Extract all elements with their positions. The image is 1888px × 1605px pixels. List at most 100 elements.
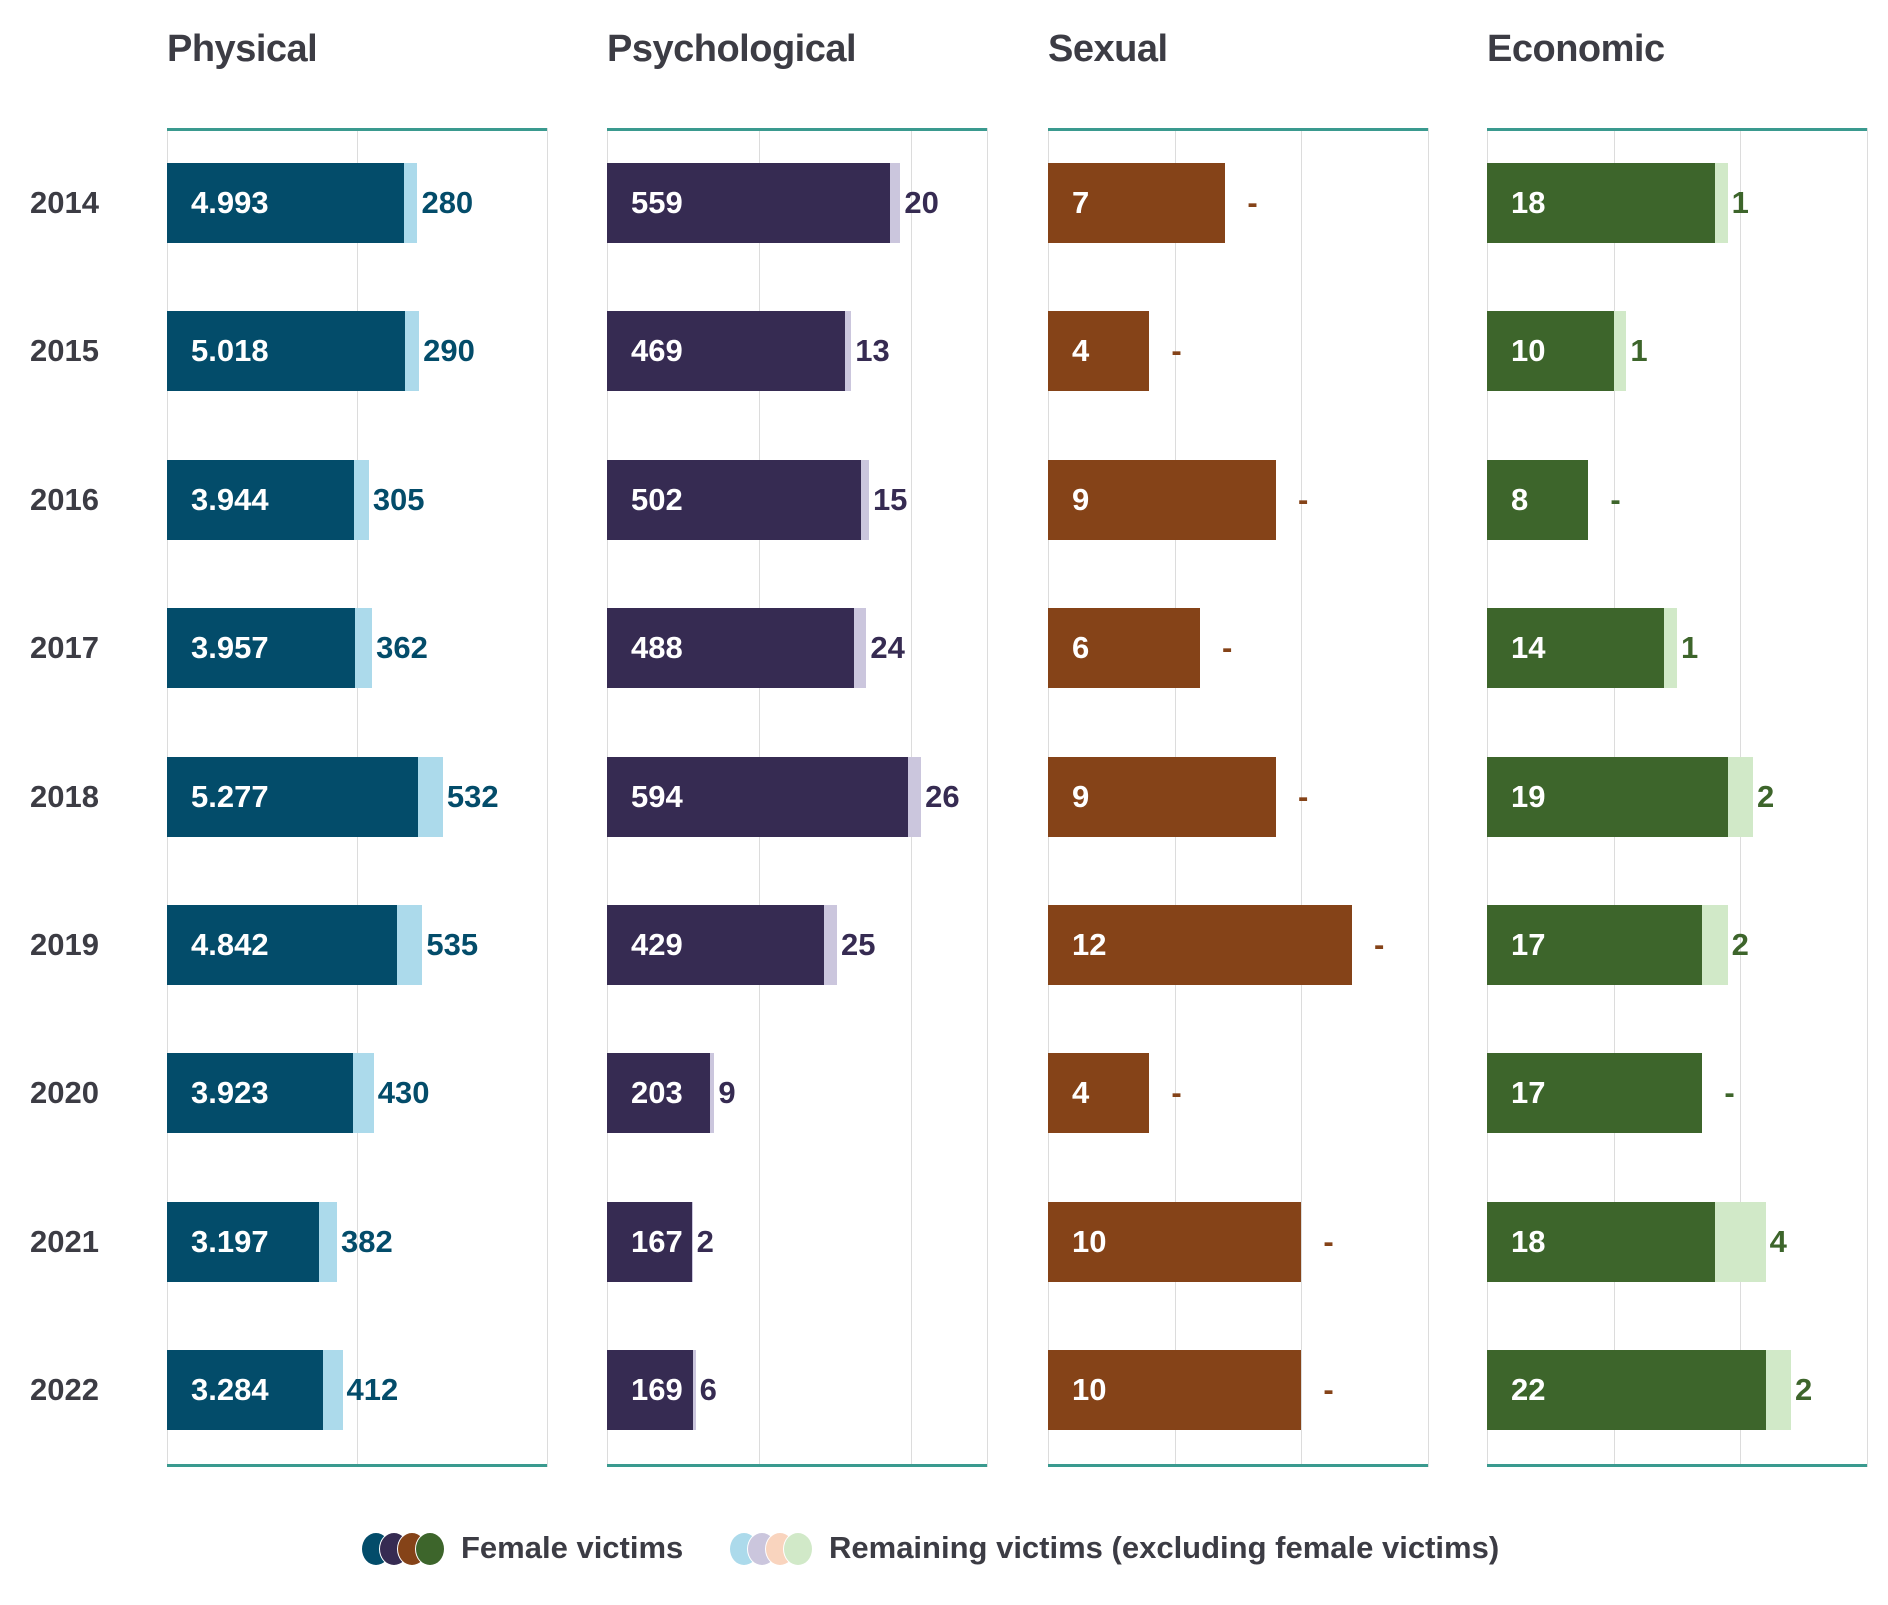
data-label-female: 7 xyxy=(1072,185,1090,220)
data-label-remaining: 535 xyxy=(426,927,479,962)
bar-remaining-economic xyxy=(1715,163,1728,243)
bar-female-psychological xyxy=(607,756,908,837)
year-label: 2021 xyxy=(30,1223,99,1259)
bar-female-sexual xyxy=(1048,756,1276,837)
bar-female-physical xyxy=(167,905,397,985)
data-label-female: 18 xyxy=(1511,1223,1546,1259)
data-label-remaining: - xyxy=(1323,1372,1334,1408)
data-label-remaining: - xyxy=(1171,1075,1182,1111)
data-label-female: 9 xyxy=(1072,481,1090,517)
bar-female-economic xyxy=(1487,608,1665,689)
bar-female-physical xyxy=(167,459,355,540)
panel-title-sexual: Sexual xyxy=(1048,28,1168,70)
bar-female-psychological xyxy=(607,1053,710,1134)
data-label-remaining: 9 xyxy=(718,1075,736,1111)
data-label-remaining: 280 xyxy=(421,185,474,220)
bar-female-psychological xyxy=(607,608,855,689)
gridline xyxy=(1301,128,1303,1467)
gridline xyxy=(1867,128,1868,1467)
data-label-female: 502 xyxy=(631,481,683,517)
data-label-female: 167 xyxy=(631,1223,683,1259)
data-label-remaining: - xyxy=(1724,1075,1735,1111)
data-label-remaining: 382 xyxy=(341,1223,393,1259)
year-label: 2019 xyxy=(30,927,99,962)
data-label-female: 19 xyxy=(1511,778,1546,814)
data-label-female: 10 xyxy=(1072,1223,1107,1259)
panel-title-physical: Physical xyxy=(167,28,318,70)
year-label: 2017 xyxy=(30,630,99,666)
bar-remaining-physical xyxy=(396,905,423,985)
data-label-female: 3.197 xyxy=(191,1223,269,1259)
data-label-remaining: - xyxy=(1610,481,1621,517)
data-label-female: 488 xyxy=(631,630,683,666)
bar-remaining-economic xyxy=(1702,905,1728,985)
bar-remaining-psychological xyxy=(854,608,867,689)
bar-female-economic xyxy=(1487,311,1614,392)
data-label-female: 429 xyxy=(631,927,683,962)
bar-remaining-psychological xyxy=(907,756,922,837)
data-label-female: 3.923 xyxy=(191,1075,269,1111)
bar-female-psychological xyxy=(607,163,891,243)
data-label-remaining: 2 xyxy=(696,1223,714,1259)
axis-line xyxy=(1048,128,1428,131)
gridline xyxy=(1428,128,1429,1467)
data-label-female: 559 xyxy=(631,185,683,220)
year-label: 2016 xyxy=(30,481,99,517)
axis-line xyxy=(167,128,547,131)
bar-remaining-economic xyxy=(1765,1350,1791,1431)
legend-swatch-economic-remaining xyxy=(783,1532,813,1566)
data-label-remaining: 2 xyxy=(1795,1372,1813,1408)
data-label-female: 18 xyxy=(1511,185,1546,220)
data-label-female: 17 xyxy=(1511,927,1546,962)
bar-female-psychological xyxy=(607,1201,692,1282)
data-label-remaining: 532 xyxy=(446,778,499,814)
data-label-remaining: 24 xyxy=(870,630,905,666)
bar-female-psychological xyxy=(607,1350,693,1431)
data-label-female: 169 xyxy=(631,1372,683,1408)
gridline xyxy=(547,128,548,1467)
bar-remaining-psychological xyxy=(692,1350,696,1431)
bar-female-physical xyxy=(167,1350,323,1431)
data-label-female: 4.993 xyxy=(191,185,269,220)
data-label-remaining: 305 xyxy=(372,481,425,517)
data-label-remaining: 26 xyxy=(925,778,960,814)
data-label-remaining: 290 xyxy=(423,333,475,369)
data-label-female: 22 xyxy=(1511,1372,1546,1408)
bar-remaining-psychological xyxy=(709,1053,715,1134)
data-label-female: 3.944 xyxy=(191,481,269,517)
panel-title-psychological: Psychological xyxy=(607,28,857,70)
bar-female-physical xyxy=(167,1053,354,1134)
bar-remaining-economic xyxy=(1664,608,1677,689)
data-label-female: 14 xyxy=(1511,630,1546,666)
bar-female-sexual xyxy=(1048,1350,1302,1431)
bar-female-physical xyxy=(167,756,418,837)
bar-remaining-physical xyxy=(354,608,373,689)
data-label-female: 17 xyxy=(1511,1075,1546,1111)
bar-remaining-physical xyxy=(318,1201,337,1282)
legend-label-female: Female victims xyxy=(461,1530,684,1565)
legend: Female victims Remaining victims (exclud… xyxy=(0,1528,1888,1568)
bar-female-sexual xyxy=(1048,905,1352,985)
data-label-female: 8 xyxy=(1511,481,1529,517)
bar-female-physical xyxy=(167,311,406,392)
data-label-remaining: - xyxy=(1247,185,1258,220)
data-label-remaining: 430 xyxy=(377,1075,430,1111)
data-label-remaining: 2 xyxy=(1757,778,1775,814)
year-label: 2014 xyxy=(30,185,99,220)
axis-line xyxy=(607,1464,987,1467)
data-label-female: 5.018 xyxy=(191,333,269,369)
data-label-female: 4 xyxy=(1072,333,1090,369)
bar-female-physical xyxy=(167,1201,319,1282)
data-label-remaining: 1 xyxy=(1731,185,1749,220)
data-label-female: 10 xyxy=(1072,1372,1107,1408)
data-label-remaining: 20 xyxy=(904,185,939,220)
data-label-female: 4.842 xyxy=(191,927,269,962)
data-label-remaining: - xyxy=(1222,630,1233,666)
bar-female-economic xyxy=(1487,1350,1766,1431)
data-label-female: 6 xyxy=(1072,630,1090,666)
data-label-female: 10 xyxy=(1511,333,1546,369)
year-label: 2022 xyxy=(30,1372,99,1408)
axis-line xyxy=(607,128,987,131)
bar-remaining-psychological xyxy=(691,1201,693,1282)
bar-female-economic xyxy=(1487,1053,1703,1134)
